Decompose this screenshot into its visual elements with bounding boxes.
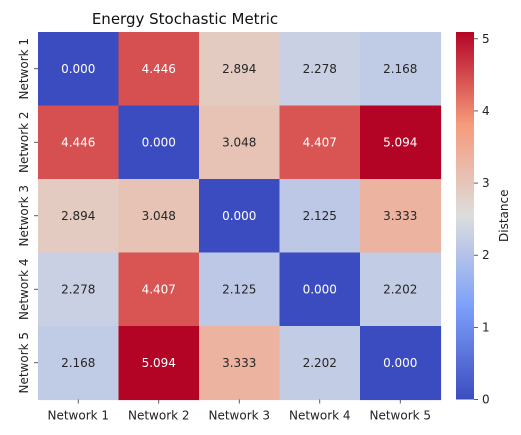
heatmap-cell-r1-c2 [118, 32, 200, 107]
heatmap-cells: 0.000 4.446 2.894 2.278 2.168 4.446 0.000 3.048… [38, 32, 442, 401]
heatmap-cell-r3-c2 [118, 179, 200, 254]
x-tick-label-1: Network 1 [47, 409, 109, 423]
heatmap-cell-r3-c3 [199, 179, 281, 254]
x-tick-label-5: Network 5 [369, 409, 431, 423]
heatmap-cell-r5-c2 [118, 326, 200, 401]
cell-annotation-r1-c5: 2.168 [383, 62, 417, 76]
heatmap-cell-r2-c1 [38, 105, 120, 180]
heatmap-cell-r3-c1 [38, 179, 120, 254]
cell-annotation-r2-c1: 4.446 [61, 135, 95, 149]
heatmap-cell-r1-c5 [360, 32, 442, 107]
colorbar-tick-label-4: 3 [482, 176, 490, 190]
heatmap-cell-r4-c2 [118, 252, 200, 327]
colorbar-tick-label-1: 0 [482, 393, 490, 407]
heatmap-cell-r4-c5 [360, 252, 442, 327]
cell-annotation-r4-c3: 2.125 [222, 282, 256, 296]
y-tick-label-5: Network 5 [17, 332, 31, 394]
heatmap-cell-r5-c4 [279, 326, 361, 401]
chart-title: Energy Stochastic Metric [92, 10, 278, 28]
colorbar-tick-label-6: 5 [482, 32, 490, 46]
cell-annotation-r5-c4: 2.202 [303, 356, 337, 370]
cell-annotation-r2-c5: 5.094 [383, 135, 417, 149]
cell-annotation-r3-c2: 3.048 [142, 209, 176, 223]
x-tick-label-3: Network 3 [208, 409, 270, 423]
cell-annotation-r5-c3: 3.333 [222, 356, 256, 370]
cell-annotation-r5-c5: 0.000 [383, 356, 417, 370]
cell-annotation-r4-c5: 2.202 [383, 282, 417, 296]
heatmap-cell-r2-c2 [118, 105, 200, 180]
cell-annotation-r3-c4: 2.125 [303, 209, 337, 223]
cell-annotation-r5-c1: 2.168 [61, 356, 95, 370]
colorbar-tick-label-3: 2 [482, 248, 490, 262]
cell-annotation-r3-c1: 2.894 [61, 209, 95, 223]
cell-annotation-r4-c4: 0.000 [303, 282, 337, 296]
colorbar-gradient [456, 32, 474, 400]
cell-annotation-r2-c4: 4.407 [303, 135, 337, 149]
cell-annotation-r3-c3: 0.000 [222, 209, 256, 223]
heatmap-cell-r5-c5 [360, 326, 442, 401]
y-tick-label-4: Network 4 [17, 258, 31, 320]
heatmap-cell-r1-c4 [279, 32, 361, 107]
colorbar: 0 1 2 3 4 5 Distance [456, 32, 511, 407]
cell-annotation-r1-c2: 4.446 [142, 62, 176, 76]
heatmap-cell-r2-c3 [199, 105, 281, 180]
cell-annotation-r1-c4: 2.278 [303, 62, 337, 76]
y-tick-label-3: Network 3 [17, 185, 31, 247]
cell-annotation-r4-c1: 2.278 [61, 282, 95, 296]
y-tick-labels: Network 1 Network 2 Network 3 Network 4 Netw… [17, 38, 38, 394]
heatmap-cell-r4-c4 [279, 252, 361, 327]
heatmap-cell-r3-c5 [360, 179, 442, 254]
colorbar-tick-label-2: 1 [482, 320, 490, 334]
cell-annotation-r5-c2: 5.094 [142, 356, 176, 370]
cell-annotation-r3-c5: 3.333 [383, 209, 417, 223]
x-tick-label-2: Network 2 [128, 409, 190, 423]
colorbar-label: Distance [497, 190, 511, 242]
y-tick-label-1: Network 1 [17, 38, 31, 100]
cell-annotation-r2-c3: 3.048 [222, 135, 256, 149]
heatmap-cell-r3-c4 [279, 179, 361, 254]
cell-annotation-r2-c2: 0.000 [142, 135, 176, 149]
cell-annotation-r1-c3: 2.894 [222, 62, 256, 76]
cell-annotation-r1-c1: 0.000 [61, 62, 95, 76]
heatmap-cell-r2-c5 [360, 105, 442, 180]
heatmap-cell-r4-c1 [38, 252, 120, 327]
y-tick-label-2: Network 2 [17, 111, 31, 173]
x-tick-label-4: Network 4 [289, 409, 351, 423]
heatmap-cell-r5-c3 [199, 326, 281, 401]
heatmap-cell-r1-c1 [38, 32, 120, 107]
colorbar-tick-label-5: 4 [482, 104, 490, 118]
heatmap-cell-r4-c3 [199, 252, 281, 327]
cell-annotation-r4-c2: 4.407 [142, 282, 176, 296]
colorbar-ticks: 0 1 2 3 4 5 [474, 32, 490, 407]
heatmap-cell-r5-c1 [38, 326, 120, 401]
x-tick-labels: Network 1 Network 2 Network 3 Network 4 Netw… [47, 399, 431, 423]
heatmap-cell-r2-c4 [279, 105, 361, 180]
heatmap-cell-r1-c3 [199, 32, 281, 107]
